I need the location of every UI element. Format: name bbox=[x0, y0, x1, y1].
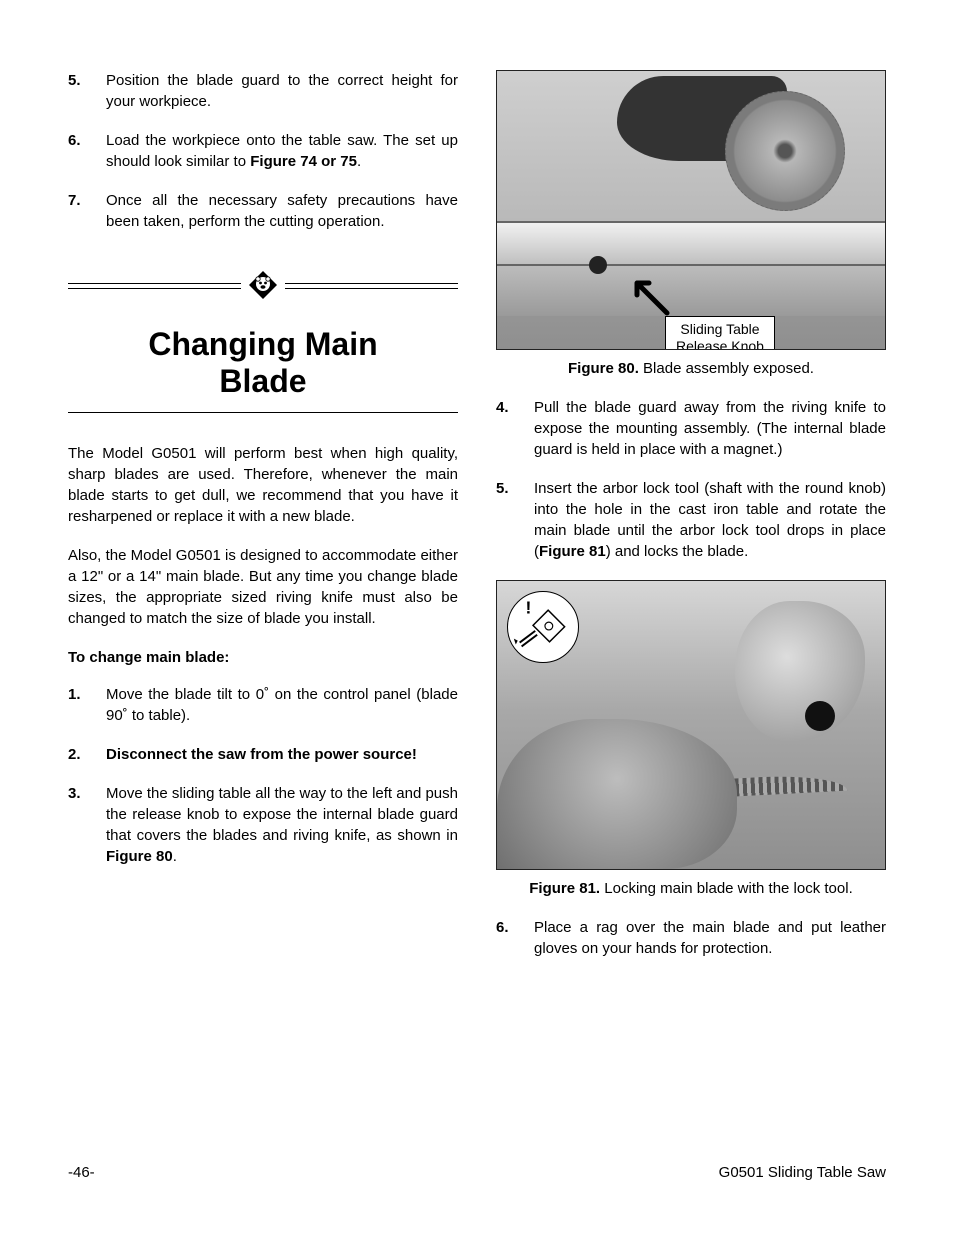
section-divider bbox=[68, 270, 458, 300]
step-text: Insert the arbor lock tool (shaft with t… bbox=[534, 478, 886, 562]
left-column: 5. Position the blade guard to the corre… bbox=[68, 70, 458, 977]
step-number: 2. bbox=[68, 744, 88, 765]
step-4: 4. Pull the blade guard away from the ri… bbox=[496, 397, 886, 460]
intro-para-1: The Model G0501 will perform best when h… bbox=[68, 443, 458, 527]
procedure-lead: To change main blade: bbox=[68, 647, 458, 668]
callout-arrow-icon bbox=[627, 271, 675, 319]
step-3: 3. Move the sliding table all the way to… bbox=[68, 783, 458, 867]
step-text: Position the blade guard to the correct … bbox=[106, 70, 458, 112]
step-number: 5. bbox=[68, 70, 88, 112]
figure-80-image: Sliding Table Release Knob bbox=[496, 70, 886, 350]
step-text: Move the blade tilt to 0˚ on the control… bbox=[106, 684, 458, 726]
page-footer: -46- G0501 Sliding Table Saw bbox=[68, 1162, 886, 1183]
step-2: 2. Disconnect the saw from the power sou… bbox=[68, 744, 458, 765]
step-number: 6. bbox=[68, 130, 88, 172]
step-5: 5. Position the blade guard to the corre… bbox=[68, 70, 458, 112]
step-text: Disconnect the saw from the power source… bbox=[106, 744, 458, 765]
intro-para-2: Also, the Model G0501 is designed to acc… bbox=[68, 545, 458, 629]
step-number: 7. bbox=[68, 190, 88, 232]
right-column: Sliding Table Release Knob Figure 80. Bl… bbox=[496, 70, 886, 977]
page-number: -46- bbox=[68, 1162, 95, 1183]
svg-text:!: ! bbox=[526, 597, 532, 617]
step-7: 7. Once all the necessary safety precaut… bbox=[68, 190, 458, 232]
step-number: 4. bbox=[496, 397, 516, 460]
step-text: Load the workpiece onto the table saw. T… bbox=[106, 130, 458, 172]
figure-80-callout: Sliding Table Release Knob bbox=[665, 316, 775, 350]
step-number: 1. bbox=[68, 684, 88, 726]
step-6: 6. Load the workpiece onto the table saw… bbox=[68, 130, 458, 172]
figure-81-image: ! bbox=[496, 580, 886, 870]
step-number: 6. bbox=[496, 917, 516, 959]
figure-81-caption: Figure 81. Locking main blade with the l… bbox=[496, 878, 886, 899]
title-rule bbox=[68, 412, 458, 413]
step-text: Place a rag over the main blade and put … bbox=[534, 917, 886, 959]
figure-80: Sliding Table Release Knob bbox=[496, 70, 886, 350]
step-1: 1. Move the blade tilt to 0˚ on the cont… bbox=[68, 684, 458, 726]
step-6b: 6. Place a rag over the main blade and p… bbox=[496, 917, 886, 959]
bear-badge-icon bbox=[248, 270, 278, 300]
section-title: Changing Main Blade bbox=[68, 326, 458, 400]
step-number: 3. bbox=[68, 783, 88, 867]
step-number: 5. bbox=[496, 478, 516, 562]
unplug-warning-icon: ! bbox=[507, 591, 579, 663]
figure-80-caption: Figure 80. Blade assembly exposed. bbox=[496, 358, 886, 379]
step-5b: 5. Insert the arbor lock tool (shaft wit… bbox=[496, 478, 886, 562]
step-text: Once all the necessary safety precaution… bbox=[106, 190, 458, 232]
step-text: Move the sliding table all the way to th… bbox=[106, 783, 458, 867]
figure-81: ! bbox=[496, 580, 886, 870]
step-text: Pull the blade guard away from the rivin… bbox=[534, 397, 886, 460]
doc-title: G0501 Sliding Table Saw bbox=[719, 1162, 886, 1183]
